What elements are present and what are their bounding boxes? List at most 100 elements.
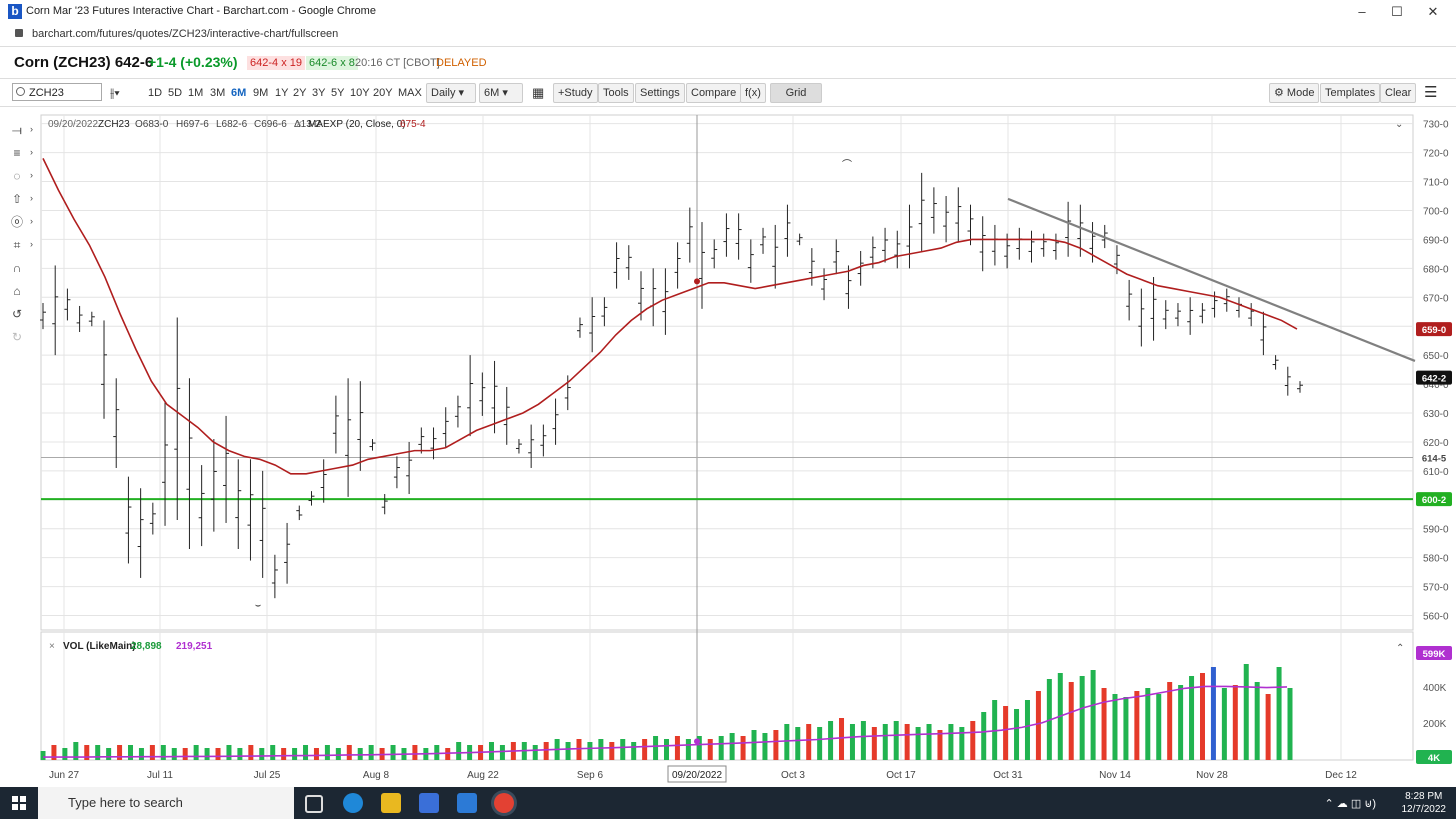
range-select[interactable]: 6M ▾ — [479, 83, 523, 103]
volume-bar — [368, 745, 374, 760]
interval-select[interactable]: Daily ▾ — [426, 83, 476, 103]
lock-tool-icon[interactable]: ⌂ — [13, 284, 21, 298]
close-icon[interactable]: ✕ — [1427, 4, 1439, 19]
volume-bar — [631, 742, 637, 760]
clear-button[interactable]: Clear — [1380, 83, 1417, 103]
volume-bar — [740, 736, 746, 760]
legend-open: O683-0 — [135, 119, 169, 130]
address-bar[interactable]: barchart.com/futures/quotes/ZCH23/intera… — [0, 24, 1456, 47]
grid-button[interactable]: Grid — [770, 83, 822, 103]
volume-bar — [576, 739, 582, 760]
delayed-badge: DELAYED — [436, 57, 487, 69]
mode-button[interactable]: ⚙ Mode — [1269, 83, 1320, 103]
symbol-search-input[interactable]: ZCH23 — [12, 83, 102, 101]
legend-study-name: MAEXP (20, Close, 0) — [308, 119, 406, 130]
volume-bar — [762, 733, 768, 760]
volume-bar — [62, 748, 68, 760]
crosshair-icon[interactable]: ⟞ — [12, 123, 22, 137]
volume-max-badge: 599K — [1423, 649, 1446, 660]
tools-button[interactable]: Tools — [598, 83, 634, 103]
edge-icon[interactable] — [343, 793, 363, 813]
annotation-icon[interactable]: ⓞ — [10, 215, 23, 229]
date-tick-label: Oct 3 — [781, 770, 805, 781]
volume-bar — [1079, 676, 1085, 760]
bar-type-icon[interactable]: ⫲▾ — [110, 85, 120, 100]
url-text[interactable]: barchart.com/futures/quotes/ZCH23/intera… — [32, 28, 339, 40]
menu-icon[interactable]: ☰ — [1424, 84, 1438, 101]
study-button[interactable]: +Study — [553, 83, 598, 103]
volume-bar — [1101, 688, 1107, 760]
period-9m[interactable]: 9M — [253, 87, 269, 99]
settings-button[interactable]: Settings — [635, 83, 685, 103]
volume-bar — [620, 739, 626, 760]
maximize-icon[interactable]: ☐ — [1391, 4, 1403, 19]
period-6m[interactable]: 6M — [231, 87, 247, 99]
lines-icon[interactable]: ≡ — [13, 146, 21, 160]
arrow-icon[interactable]: ⇧ — [11, 192, 23, 206]
price-tick-label: 650-0 — [1423, 351, 1449, 362]
mail-icon[interactable] — [457, 793, 477, 813]
volume-legend-value1: 28,898 — [131, 641, 162, 652]
volume-bar — [1024, 700, 1030, 760]
period-10y[interactable]: 10Y — [350, 87, 370, 99]
measure-icon[interactable]: ⌗ — [13, 238, 21, 252]
windows-start-icon[interactable] — [12, 796, 26, 810]
period-1y[interactable]: 1Y — [275, 87, 289, 99]
volume-bar — [412, 745, 418, 760]
volume-bar — [543, 742, 549, 760]
minimize-icon[interactable]: – — [1358, 4, 1366, 19]
volume-bar — [204, 748, 210, 760]
volume-ma-line — [43, 685, 1288, 758]
fx-button[interactable]: f(x) — [740, 83, 766, 103]
redo-icon[interactable]: ↻ — [11, 330, 23, 344]
file-explorer-icon[interactable] — [381, 793, 401, 813]
volume-bar — [1243, 664, 1249, 760]
period-1d[interactable]: 1D — [148, 87, 163, 99]
crosshair-date-box — [667, 765, 727, 783]
price-tick-label: 680-0 — [1423, 264, 1449, 275]
shapes-icon[interactable]: ◌ — [13, 169, 21, 183]
volume-bar — [346, 745, 352, 760]
period-3y[interactable]: 3Y — [312, 87, 326, 99]
drawing-toolbar: ⟞ › ≡ › ◌ › ⇧ › ⓞ › ⌗ › ∩ ⌂ ↺ ↻ — [10, 123, 33, 344]
volume-bar — [324, 745, 330, 760]
volume-bar — [904, 724, 910, 760]
chrome-icon[interactable] — [494, 793, 514, 813]
period-5y[interactable]: 5Y — [331, 87, 345, 99]
store-icon[interactable] — [419, 793, 439, 813]
tray-icons[interactable]: ⌃ ☁ ◫ ⊍) — [1324, 798, 1377, 810]
period-1m[interactable]: 1M — [188, 87, 204, 99]
volume-max-badge-bg — [1416, 646, 1452, 660]
volume-bar — [653, 736, 659, 760]
legend-delta: Δ13-2 — [294, 119, 321, 130]
period-max[interactable]: MAX — [398, 87, 422, 99]
period-3m[interactable]: 3M — [210, 87, 226, 99]
compare-button[interactable]: Compare — [686, 83, 742, 103]
period-5d[interactable]: 5D — [168, 87, 183, 99]
volume-bar — [84, 745, 90, 760]
date-tick-label: Nov 14 — [1099, 770, 1131, 781]
volume-bar — [73, 742, 79, 760]
volume-bar — [313, 748, 319, 760]
quote-header: Corn (ZCH23) 642-6 +1-4 (+0.23%) 642-4 x… — [0, 46, 1456, 79]
volume-bar — [160, 745, 166, 760]
period-2y[interactable]: 2Y — [293, 87, 307, 99]
volume-bar — [849, 724, 855, 760]
volume-bar — [193, 745, 199, 760]
calendar-icon[interactable]: ▦ — [532, 85, 545, 100]
templates-button[interactable]: Templates — [1320, 83, 1381, 103]
undo-icon[interactable]: ↺ — [11, 307, 23, 321]
volume-bar — [882, 724, 888, 760]
price-tick-label: 690-0 — [1423, 235, 1449, 246]
volume-bar — [915, 727, 921, 760]
volume-bar — [171, 748, 177, 760]
magnet-icon[interactable]: ∩ — [12, 261, 22, 275]
price-chart[interactable]: 730-0720-0710-0700-0690-0680-0670-0660-0… — [0, 108, 1456, 784]
system-clock[interactable]: 8:28 PM 12/7/2022 — [1401, 791, 1447, 815]
period-20y[interactable]: 20Y — [373, 87, 393, 99]
task-view-icon[interactable] — [305, 795, 323, 813]
volume-min-badge: 4K — [1428, 753, 1440, 764]
volume-bar — [51, 745, 57, 760]
search-icon — [16, 87, 25, 96]
taskbar-search[interactable]: Type here to search — [38, 787, 294, 819]
